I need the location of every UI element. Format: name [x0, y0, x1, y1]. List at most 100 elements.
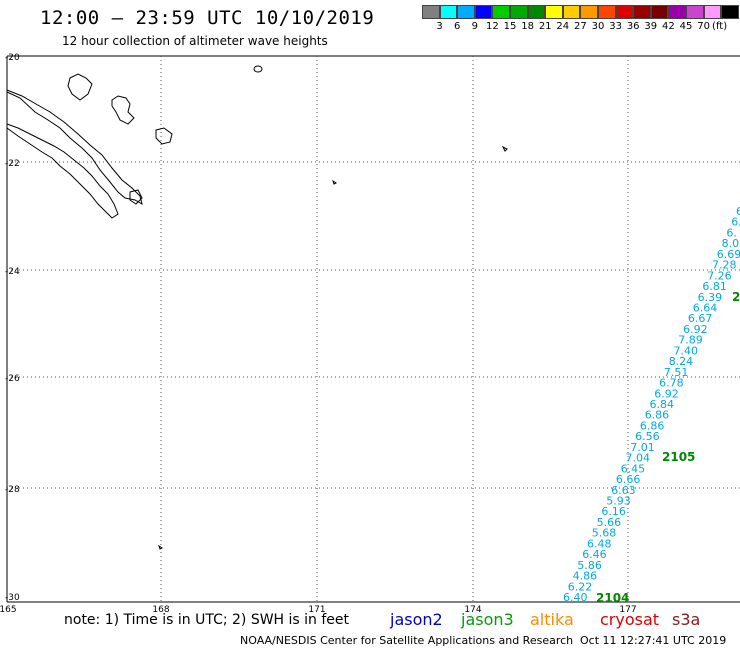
color-scale-label: 9: [471, 21, 478, 32]
page-title: 12:00 – 23:59 UTC 10/10/2019: [40, 7, 375, 29]
lon-label: 177: [619, 605, 636, 615]
color-scale-label: 45: [679, 21, 693, 32]
color-swatch: [545, 5, 563, 19]
color-swatch: [474, 5, 493, 19]
color-swatch: [422, 5, 440, 19]
color-scale-unit: (ft): [712, 21, 728, 32]
lat-label: -26: [5, 374, 20, 384]
swh-value: 6.63: [611, 484, 636, 497]
lat-label: -20: [5, 53, 20, 63]
lon-label: 171: [308, 605, 325, 615]
color-swatch: [527, 5, 546, 19]
track-values: 6.406.224.865.866.466.485.685.666.165.93…: [563, 205, 740, 604]
coastline-reef: [6, 123, 119, 219]
track-times: 2104 2105 2: [596, 290, 740, 605]
swh-value: 6.67: [688, 312, 713, 325]
color-scale-label: 12: [486, 21, 499, 32]
color-swatch: [597, 5, 616, 19]
isle-of-pines: [129, 189, 143, 205]
swh-value: 7.89: [678, 334, 703, 347]
lon-label: 165: [0, 605, 17, 615]
swh-value: 6.84: [650, 398, 675, 411]
swh-value: 6.: [736, 205, 740, 218]
swh-value: 6.86: [645, 409, 670, 422]
color-scale-label: 15: [503, 21, 517, 32]
color-swatch: [633, 5, 651, 19]
swh-value: 7.40: [674, 344, 699, 357]
satellite-label-jason2: jason2: [390, 610, 443, 629]
swh-value: 6.16: [601, 505, 626, 518]
color-swatch: [509, 5, 528, 19]
islet-northeast: [501, 145, 508, 152]
coastline-main: [6, 89, 143, 206]
color-scale-label: 3: [436, 21, 443, 32]
swh-value: 8.24: [669, 355, 694, 368]
color-scale-label: 24: [556, 21, 570, 32]
lat-label: -22: [5, 159, 20, 169]
swh-value: 7.04: [626, 452, 651, 465]
color-scale-label: 6: [454, 21, 461, 32]
loyalty-island-mare: [155, 127, 173, 145]
lon-label: 168: [152, 605, 169, 615]
page-subtitle: 12 hour collection of altimeter wave hei…: [62, 34, 328, 48]
swh-value: 5.93: [606, 495, 631, 508]
swh-value: 5.68: [592, 527, 617, 540]
swh-value: 6.48: [587, 537, 612, 550]
color-scale-label: 42: [662, 21, 675, 32]
color-swatch: [615, 5, 634, 19]
swh-value: 6.64: [693, 302, 718, 315]
color-scale-label: 30: [591, 21, 605, 32]
color-swatch: [685, 5, 704, 19]
swh-value: 6.92: [683, 323, 708, 336]
lat-label: -30: [5, 593, 20, 603]
color-swatch: [668, 5, 686, 19]
lat-labels: -20 -22 -24 -26 -28 -30: [5, 53, 20, 603]
color-swatch: [580, 5, 598, 19]
footer-note: note: 1) Time is in UTC; 2) SWH is in fe…: [64, 612, 350, 628]
swh-value: 5.66: [597, 516, 622, 529]
pass-time-label: 2104: [596, 591, 629, 605]
color-scale-label: 21: [538, 21, 552, 32]
color-scale-label: 36: [626, 21, 640, 32]
pass-time-label: 2: [732, 290, 740, 304]
color-scale-label: 18: [521, 21, 534, 32]
loyalty-island-ouvea: [67, 73, 93, 101]
islet-south: [158, 544, 163, 550]
swh-value: 6.: [731, 216, 740, 229]
swh-value: 6.39: [698, 291, 723, 304]
color-swatch: [492, 5, 510, 19]
swh-value: 6.69: [717, 248, 740, 261]
swh-value: 6.86: [640, 419, 665, 432]
color-swatch: [703, 5, 722, 19]
swh-value: 4.86: [573, 570, 598, 583]
swh-value: 6.92: [654, 387, 679, 400]
islet-central: [332, 179, 337, 185]
footer-timestamp: Oct 11 12:27:41 UTC 2019: [580, 634, 727, 647]
footer-credit: NOAA/NESDIS Center for Satellite Applica…: [240, 634, 574, 647]
color-swatch: [650, 5, 669, 19]
color-swatch: [562, 5, 581, 19]
satellite-label-altika: altika: [530, 610, 574, 629]
color-scale-legend: 3 6 9 12 15 18 21 24 27 30 33 36 39 42 45 70 (ft): [422, 5, 739, 33]
lat-label: -24: [5, 267, 20, 277]
swh-value: 6.66: [616, 473, 641, 486]
satellite-label-s3a: s3a: [672, 610, 701, 629]
swh-value: 5.86: [577, 559, 602, 572]
color-scale-label: 39: [644, 21, 658, 32]
lat-label: -28: [5, 485, 20, 495]
swh-value: 6.40: [563, 591, 588, 604]
swh-value: 6.: [726, 226, 737, 239]
pass-time-label: 2105: [662, 450, 695, 464]
swh-value: 8.02: [722, 237, 740, 250]
loyalty-island-lifou: [111, 95, 135, 125]
swh-value: 7.26: [707, 269, 732, 282]
swh-value: 6.78: [659, 377, 684, 390]
swh-value: 6.45: [621, 462, 646, 475]
grid-lines: [7, 56, 740, 602]
lon-label: 174: [464, 605, 481, 615]
lon-labels: 165 168 171 174 177: [0, 605, 637, 615]
color-swatches: [422, 5, 739, 19]
coastlines: [6, 65, 508, 550]
color-swatch: [457, 5, 475, 19]
